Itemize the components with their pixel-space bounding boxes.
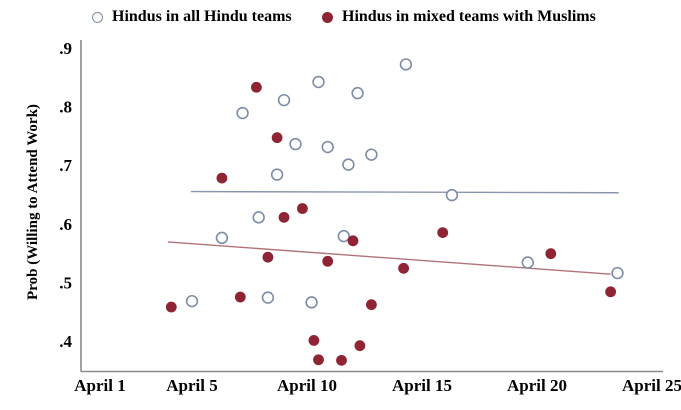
data-point-mixed-teams	[322, 255, 334, 267]
trend-line-all-hindu-teams	[190, 190, 619, 194]
data-point-all-hindu-teams	[321, 140, 334, 154]
open-circle-icon	[92, 11, 103, 23]
trend-line-mixed-teams	[167, 241, 611, 275]
x-tick-label-april-1: April 1	[74, 376, 125, 395]
x-tick-label-april-15: April 15	[392, 376, 452, 395]
data-point-all-hindu-teams	[337, 229, 350, 243]
data-point-mixed-teams	[297, 203, 308, 214]
data-point-mixed-teams	[234, 291, 246, 303]
data-point-all-hindu-teams	[342, 158, 355, 171]
data-point-all-hindu-teams	[445, 188, 459, 202]
data-point-all-hindu-teams	[185, 294, 199, 308]
data-point-mixed-teams	[251, 81, 262, 93]
data-point-all-hindu-teams	[611, 266, 624, 280]
data-point-all-hindu-teams	[252, 211, 265, 224]
data-point-all-hindu-teams	[365, 148, 378, 161]
x-tick-label-april-25: April 25	[622, 376, 681, 395]
y-tick-label-4: .4	[59, 332, 72, 351]
legend-item-all-hindu-teams: Hindus in all Hindu teams	[92, 8, 292, 26]
data-point-mixed-teams	[437, 227, 449, 238]
data-point-mixed-teams	[398, 262, 409, 274]
data-point-mixed-teams	[271, 132, 283, 144]
y-tick-label-8: .8	[59, 98, 72, 117]
data-point-mixed-teams	[336, 354, 347, 366]
data-point-all-hindu-teams	[277, 93, 291, 107]
data-point-all-hindu-teams	[289, 137, 302, 151]
legend-item-mixed-teams: Hindus in mixed teams with Muslims	[322, 8, 596, 26]
y-tick-label-7: .7	[59, 156, 72, 175]
filled-circle-icon	[322, 11, 333, 23]
data-point-all-hindu-teams	[261, 291, 275, 304]
data-point-all-hindu-teams	[236, 106, 249, 120]
data-point-mixed-teams	[308, 335, 320, 346]
x-tick-label-april-20: April 20	[507, 376, 567, 395]
data-point-mixed-teams	[605, 286, 616, 298]
data-point-mixed-teams	[366, 299, 377, 311]
legend-label-all-hindu-teams: Hindus in all Hindu teams	[112, 8, 292, 25]
data-point-all-hindu-teams	[521, 256, 534, 269]
data-point-all-hindu-teams	[270, 168, 284, 181]
data-point-mixed-teams	[347, 235, 359, 247]
data-point-all-hindu-teams	[351, 86, 364, 100]
data-point-all-hindu-teams	[312, 75, 325, 89]
data-point-mixed-teams	[262, 251, 274, 263]
data-point-all-hindu-teams	[399, 58, 413, 71]
data-point-mixed-teams	[545, 248, 557, 260]
data-point-all-hindu-teams	[215, 231, 229, 245]
data-point-all-hindu-teams	[305, 296, 318, 309]
x-tick-label-april-5: April 5	[166, 376, 217, 395]
data-point-mixed-teams	[278, 211, 290, 223]
data-point-mixed-teams	[313, 354, 324, 366]
y-tick-label-5: .5	[59, 273, 72, 292]
y-tick-label-9: .9	[59, 39, 72, 58]
data-point-mixed-teams	[216, 172, 228, 184]
y-tick-label-6: .6	[59, 215, 72, 234]
legend-label-mixed-teams: Hindus in mixed teams with Muslims	[342, 8, 596, 25]
data-point-mixed-teams	[165, 301, 177, 313]
data-point-mixed-teams	[354, 340, 366, 352]
x-tick-label-april-10: April 10	[277, 376, 337, 395]
